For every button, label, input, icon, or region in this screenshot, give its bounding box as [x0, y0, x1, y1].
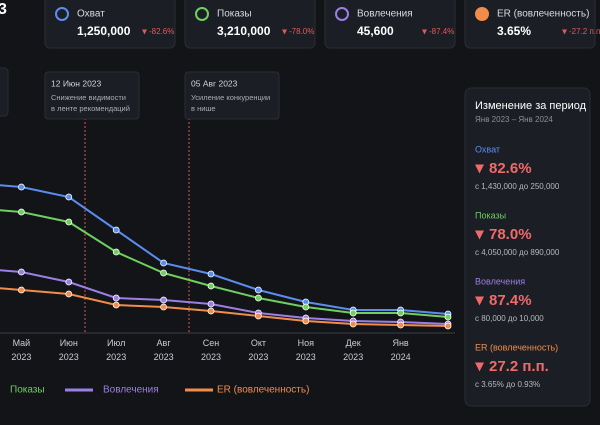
annotation-text: Снижение видимости — [51, 93, 126, 102]
kpi-icon-people — [195, 7, 209, 21]
data-point — [112, 248, 120, 256]
down-arrow — [422, 29, 427, 35]
down-arrow — [475, 230, 484, 240]
down-arrow — [282, 29, 287, 35]
x-tick-label: Май 2023 — [11, 338, 31, 362]
annotation-text: в нише — [191, 104, 216, 113]
panel-item-change: 87.4% — [489, 292, 532, 309]
data-point — [207, 307, 215, 315]
annotation-date: 12 Июн 2023 — [51, 78, 102, 88]
kpi-card — [44, 0, 176, 49]
panel-item-change: 82.6% — [489, 160, 532, 177]
data-point — [254, 312, 262, 320]
kpi-change: -78.0% — [289, 27, 314, 36]
annotation-box — [44, 71, 140, 120]
data-point — [444, 313, 452, 321]
data-point — [349, 320, 357, 328]
kpi-label: Охват — [77, 9, 105, 20]
panel-item-name: Охват — [475, 144, 500, 154]
panel-item-name: Показы — [475, 210, 506, 220]
data-point — [160, 296, 168, 304]
data-point — [160, 303, 168, 311]
x-tick-label: Июн 2023 — [59, 338, 79, 362]
legend-label: Вовлечения — [103, 385, 159, 396]
panel-item-change: 78.0% — [489, 226, 532, 243]
kpi-value: 3.65% — [497, 24, 531, 38]
down-arrow — [475, 164, 484, 174]
x-tick-label: Янв 2024 — [391, 338, 411, 362]
panel-item-range: с 4,050,000 до 890,000 — [475, 248, 560, 257]
kpi-label: Показы — [217, 9, 252, 20]
data-point — [254, 286, 262, 294]
data-point — [65, 290, 73, 298]
title-fragment: 3 — [0, 1, 7, 18]
data-point — [254, 294, 262, 302]
kpi-value: 45,600 — [357, 24, 394, 38]
data-point — [302, 317, 310, 325]
panel-item-name: Вовлечения — [475, 276, 525, 286]
x-tick-label: Ноя 2023 — [296, 338, 316, 362]
panel-item-change: 27.2 п.п. — [489, 358, 549, 375]
panel-item-name: ER (вовлеченность) — [475, 342, 558, 352]
x-tick-label: Авг 2023 — [154, 338, 174, 362]
data-point — [112, 294, 120, 302]
data-point — [207, 270, 215, 278]
x-tick-label: Дек 2023 — [343, 338, 363, 362]
kpi-card — [324, 0, 456, 49]
summary-panel — [464, 87, 591, 407]
data-point — [397, 321, 405, 329]
annotation-date: 05 Авг 2023 — [191, 78, 238, 88]
kpi-change: -87.4% — [429, 27, 454, 36]
data-point — [160, 269, 168, 277]
kpi-icon-heart — [335, 7, 349, 21]
data-point — [65, 193, 73, 201]
kpi-card — [464, 0, 596, 49]
x-tick-label: Сен 2023 — [201, 338, 221, 362]
kpi-value: 3,210,000 — [217, 24, 271, 38]
kpi-value: 1,250,000 — [77, 24, 131, 38]
down-arrow — [562, 29, 567, 35]
kpi-icon-percent — [475, 7, 489, 21]
panel-item-range: с 3.65% до 0.93% — [475, 380, 540, 389]
data-point — [302, 303, 310, 311]
data-point — [207, 282, 215, 290]
annotation-text: Усиление конкуренции — [191, 93, 270, 102]
panel-item-range: с 1,430,000 до 250,000 — [475, 182, 560, 191]
data-point — [17, 183, 25, 191]
annotation-text: в ленте рекомендаций — [51, 104, 130, 113]
data-point — [112, 226, 120, 234]
cut-card — [0, 67, 9, 117]
data-point — [17, 268, 25, 276]
legend-label: Показы — [10, 385, 45, 396]
data-point — [397, 309, 405, 317]
data-point — [444, 322, 452, 330]
x-tick-label: Июл 2023 — [106, 338, 126, 362]
data-point — [349, 309, 357, 317]
data-point — [65, 278, 73, 286]
panel-item-range: с 80,000 до 10,000 — [475, 314, 544, 323]
down-arrow — [475, 296, 484, 306]
kpi-card — [184, 0, 316, 49]
kpi-icon-eye — [55, 7, 69, 21]
annotation-box — [184, 71, 280, 120]
data-point — [112, 301, 120, 309]
kpi-change: -27.2 п.п. — [569, 27, 600, 36]
legend-label: ER (вовлеченность) — [217, 385, 309, 396]
data-point — [160, 259, 168, 267]
kpi-change: -82.6% — [149, 27, 174, 36]
panel-title: Изменение за период — [475, 100, 587, 112]
kpi-label: Вовлечения — [357, 9, 413, 20]
data-point — [17, 208, 25, 216]
down-arrow — [475, 362, 484, 372]
x-tick-label: Окт 2023 — [248, 338, 268, 362]
down-arrow — [142, 29, 147, 35]
kpi-label: ER (вовлеченность) — [497, 9, 589, 20]
data-point — [207, 300, 215, 308]
data-point — [17, 286, 25, 294]
panel-subtitle: Янв 2023 – Янв 2024 — [475, 115, 553, 124]
data-point — [65, 218, 73, 226]
